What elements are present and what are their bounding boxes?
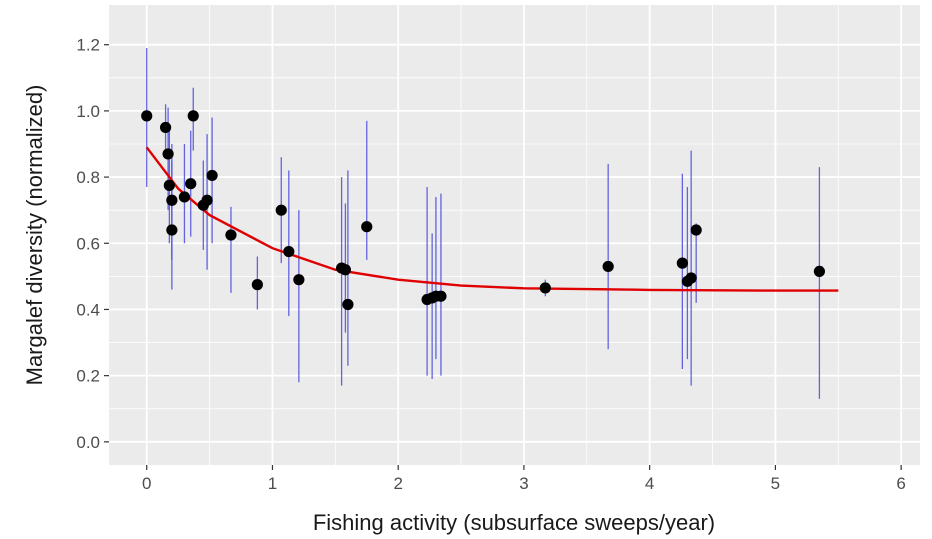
data-point: [361, 221, 373, 233]
data-point: [162, 148, 174, 160]
data-point: [187, 110, 199, 122]
minor-gridlines: [109, 5, 920, 465]
data-point: [206, 169, 218, 182]
data-point: [283, 245, 295, 258]
data-point: [166, 224, 178, 236]
data-point: [163, 179, 175, 191]
data-point: [293, 274, 305, 286]
x-axis: 0 1 2 3 4 5 6: [142, 465, 906, 493]
data-point: [813, 265, 826, 278]
data-point: [201, 194, 213, 206]
y-tick-label: 0.2: [76, 367, 100, 386]
data-point: [602, 260, 614, 273]
data-point: [251, 279, 263, 291]
x-tick-label: 6: [896, 474, 905, 493]
data-point: [166, 194, 178, 206]
data-point: [539, 282, 551, 294]
x-axis-title: Fishing activity (subsurface sweeps/year…: [313, 510, 715, 535]
data-point: [685, 272, 697, 284]
data-point: [676, 257, 688, 269]
y-tick-label: 0.4: [76, 300, 100, 319]
major-gridlines: [109, 5, 920, 465]
x-tick-label: 4: [645, 474, 654, 493]
data-point: [275, 204, 287, 216]
data-point: [690, 224, 702, 236]
data-point: [178, 191, 191, 203]
plot-panel: [109, 5, 920, 465]
y-axis: 0.0 0.2 0.4 0.6 0.8 1.0 1.2: [76, 36, 109, 452]
x-tick-label: 5: [771, 474, 780, 493]
x-tick-label: 3: [519, 474, 528, 493]
y-tick-label: 0.6: [76, 234, 100, 253]
x-tick-label: 0: [142, 474, 151, 493]
data-point: [141, 110, 153, 122]
data-point: [339, 264, 351, 276]
data-point: [185, 178, 197, 190]
data-point: [225, 229, 237, 241]
y-tick-label: 1.0: [76, 102, 100, 121]
y-tick-label: 0.8: [76, 168, 100, 187]
y-axis-title: Margalef diversity (normalized): [22, 85, 47, 386]
data-point: [435, 290, 447, 302]
data-point: [159, 121, 172, 134]
x-tick-label: 2: [393, 474, 402, 493]
y-tick-label: 0.0: [76, 433, 100, 452]
data-points: [141, 110, 826, 311]
y-tick-label: 1.2: [76, 36, 100, 55]
x-tick-label: 1: [268, 474, 277, 493]
data-point: [342, 298, 354, 311]
